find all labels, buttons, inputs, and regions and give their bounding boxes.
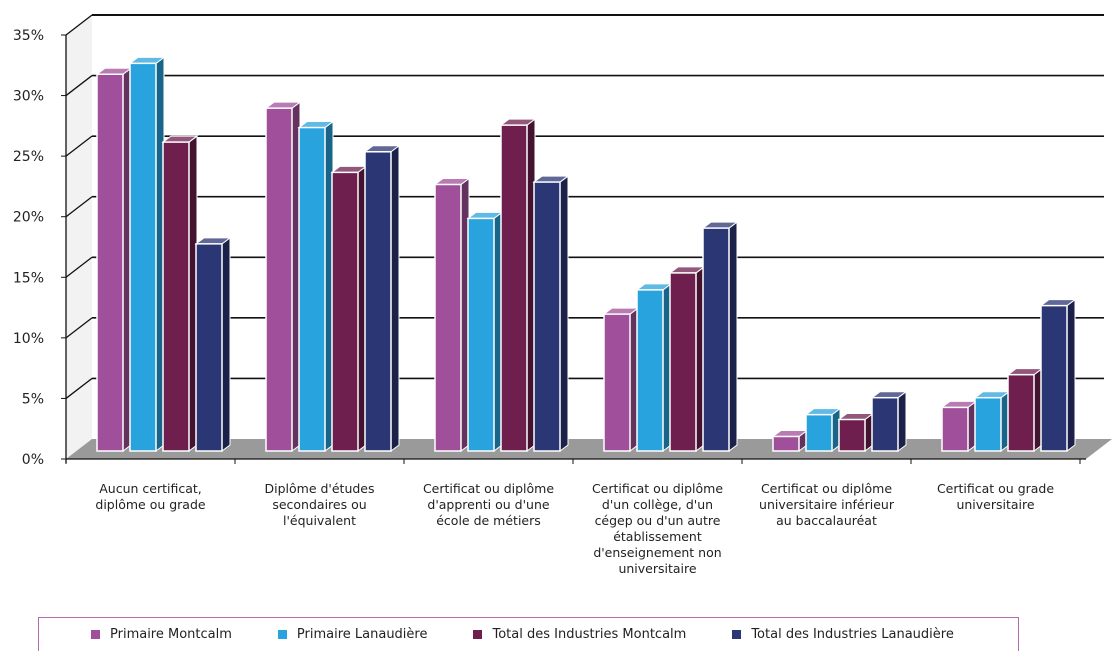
- y-axis: [61, 34, 1081, 464]
- bar-front: [467, 217, 495, 452]
- bar-front: [1007, 373, 1035, 452]
- bar: [161, 135, 199, 452]
- bar-side: [897, 390, 907, 452]
- y-tick-label: 5%: [22, 391, 44, 407]
- bar: [940, 400, 978, 452]
- bar: [1006, 367, 1044, 452]
- bar: [128, 56, 166, 452]
- x-tick-label: Certificat ou diplôme universitaire infé…: [759, 481, 894, 528]
- bar: [635, 282, 673, 452]
- gridline-side: [65, 14, 93, 36]
- bar-side: [390, 144, 400, 452]
- bar: [466, 211, 504, 452]
- y-tick-label: 0%: [22, 452, 44, 468]
- bar: [194, 236, 232, 452]
- bar-front: [364, 151, 392, 452]
- bar-front: [533, 181, 561, 452]
- bar: [532, 175, 570, 452]
- side-wall-panel: [66, 15, 92, 459]
- gridline-side: [65, 75, 93, 97]
- x-tick-label: Aucun certificat, diplôme ou grade: [95, 481, 206, 512]
- y-tick-label: 20%: [13, 210, 44, 226]
- bar-side: [221, 236, 231, 452]
- bar: [771, 429, 809, 452]
- gridline-side: [65, 377, 93, 399]
- bar: [804, 407, 842, 452]
- bar-front: [162, 141, 190, 452]
- bar-side: [559, 175, 569, 452]
- legend-label: Total des Industries Montcalm: [492, 627, 687, 642]
- bar-front: [772, 435, 800, 452]
- y-tick-label: 15%: [13, 270, 44, 286]
- legend-item: Primaire Montcalm: [91, 627, 232, 642]
- y-tick-labels: 0% 5% 10% 15% 20% 25% 30% 35%: [13, 28, 44, 468]
- bar-side: [728, 221, 738, 452]
- legend-item: Total des Industries Montcalm: [473, 627, 686, 642]
- bar-front: [838, 418, 866, 452]
- x-tick-label: Certificat ou grade universitaire: [936, 481, 1055, 512]
- bar: [264, 101, 302, 452]
- bar-front: [941, 406, 969, 452]
- bar-chart: 0% 5% 10% 15% 20% 25% 30% 35%: [13, 14, 1112, 468]
- bar-front: [129, 62, 157, 452]
- y-tick-label: 35%: [13, 28, 44, 44]
- legend-label: Total des Industries Lanaudière: [751, 627, 954, 642]
- bar-front: [603, 313, 631, 452]
- bar-front: [331, 171, 359, 452]
- bar-front: [265, 107, 293, 452]
- y-tick-label: 25%: [13, 149, 44, 165]
- x-tick-label: Certificat ou diplôme d'un collège, d'un…: [591, 481, 724, 576]
- bar-front: [974, 396, 1002, 452]
- bar-front: [669, 272, 697, 452]
- bar: [499, 118, 537, 452]
- bars: [95, 56, 1077, 452]
- gridlines: [65, 14, 1104, 399]
- legend: Primaire Montcalm Primaire Lanaudière Tota…: [38, 617, 1019, 651]
- bar: [602, 307, 640, 452]
- bar-front: [434, 183, 462, 452]
- gridline-side: [65, 317, 93, 339]
- bar: [668, 265, 706, 452]
- bar: [1039, 298, 1077, 452]
- bar: [973, 390, 1011, 452]
- y-tick-label: 30%: [13, 89, 44, 105]
- bar: [870, 390, 908, 452]
- bar: [837, 412, 875, 452]
- legend-item: Primaire Lanaudière: [277, 627, 428, 642]
- bar-front: [1040, 304, 1068, 452]
- bar: [701, 221, 739, 452]
- legend-swatch: [277, 630, 287, 639]
- x-tick-label: Diplôme d'études secondaires ou l'équiva…: [264, 481, 375, 528]
- y-tick-label: 10%: [13, 331, 44, 347]
- bar: [297, 120, 335, 452]
- bar-front: [298, 126, 326, 452]
- bar-front: [702, 227, 730, 452]
- legend-item: Total des Industries Lanaudière: [732, 627, 954, 642]
- legend-swatch: [91, 630, 100, 639]
- bar-front: [500, 124, 528, 452]
- bar-side: [1066, 298, 1076, 452]
- back-wall-panel: [92, 15, 1090, 439]
- gridline-side: [65, 196, 93, 218]
- bar: [330, 165, 368, 452]
- bar-front: [96, 73, 124, 452]
- gridline-side: [65, 256, 93, 278]
- bar: [433, 177, 471, 452]
- bar-front: [871, 396, 899, 452]
- x-tick-label: Certificat ou diplôme d'apprenti ou d'un…: [422, 481, 555, 528]
- bar-front: [805, 413, 833, 452]
- bar: [363, 144, 401, 452]
- bar: [95, 67, 133, 452]
- legend-swatch: [473, 630, 483, 639]
- bar-front: [195, 243, 223, 452]
- bar-front: [636, 289, 664, 452]
- gridline-side: [65, 135, 93, 157]
- legend-label: Primaire Montcalm: [110, 627, 232, 642]
- legend-label: Primaire Lanaudière: [296, 627, 428, 642]
- legend-swatch: [732, 630, 742, 639]
